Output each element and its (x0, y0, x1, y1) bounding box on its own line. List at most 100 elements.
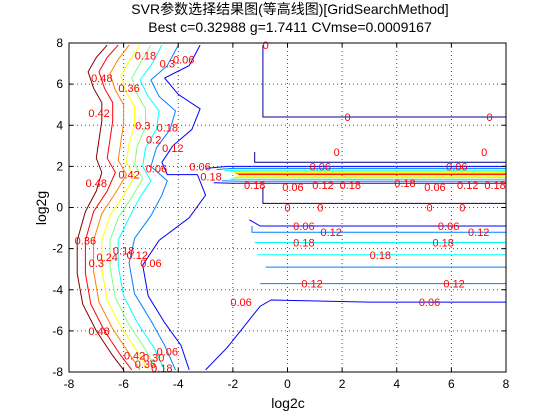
y-tick-label: 0 (56, 201, 63, 215)
contour-level-label: 0 (263, 40, 269, 52)
chart-title: SVR参数选择结果图(等高线图)[GridSearchMethod] (131, 1, 448, 17)
contour-level-label: 0.42 (118, 170, 139, 182)
x-tick-label: 4 (393, 377, 400, 391)
contour-level-label: 0.48 (91, 73, 112, 85)
contour-level-label: 0.48 (88, 326, 109, 338)
contour-level-label: 0 (284, 203, 290, 215)
contour-level-label: 0.12 (457, 180, 478, 192)
contour-level-label: 0.36 (118, 83, 139, 95)
contour-line (142, 44, 207, 371)
contour-level-label: 0.42 (88, 108, 109, 120)
y-tick-label: 2 (56, 159, 63, 173)
contour-line (216, 167, 506, 170)
contour-level-label: 0.3 (135, 120, 150, 132)
contour-level-label: 0.18 (151, 363, 172, 375)
contour-level-label: 0.18 (135, 50, 156, 62)
contour-level-label: 0.06 (230, 297, 251, 309)
contour-level-label: 0.18 (200, 172, 221, 184)
contour-level-label: 0.06 (438, 221, 459, 233)
contour-level-label: 0.18 (244, 180, 265, 192)
contour-level-label: 0.18 (113, 246, 134, 258)
y-axis-label: log2g (33, 191, 49, 225)
contour-line (109, 44, 157, 371)
y-tick-label: -4 (52, 283, 63, 297)
contour-level-label: 0 (481, 147, 487, 159)
x-tick-label: -4 (173, 377, 184, 391)
contour-level-label: 0.18 (293, 237, 314, 249)
contour-line (117, 44, 166, 371)
contour-level-label: 0.12 (127, 250, 148, 262)
contour-level-label: 0.06 (310, 161, 331, 173)
contour-level-label: 0.36 (135, 359, 156, 371)
contour-level-label: 0 (487, 112, 493, 124)
y-axis-ticks: -8 -6 -4 -2 0 2 4 6 8 (52, 36, 506, 379)
contour-level-label: 0.06 (282, 182, 303, 194)
contour-level-label: 0.12 (162, 143, 183, 155)
contour-level-label: 0.3 (89, 258, 104, 270)
y-tick-label: 6 (56, 77, 63, 91)
contour-level-label: 0.06 (140, 258, 161, 270)
contour-line (262, 45, 506, 118)
y-tick-label: 4 (56, 118, 63, 132)
contour-level-label: 0.18 (394, 178, 415, 190)
contour-level-label: 0.18 (484, 180, 505, 192)
contour-line (76, 44, 124, 371)
contour-line (205, 165, 506, 169)
contour-labels: 0.480.420.360.30.18 0.060.30.20.180.120.0… (75, 40, 506, 375)
contour-level-label: 0 (345, 112, 351, 124)
contour-lines (76, 44, 506, 371)
contour-level-label: 0.06 (146, 163, 167, 175)
contour-line (262, 186, 506, 204)
contour-line (205, 299, 506, 371)
contour-level-label: 0.18 (432, 237, 453, 249)
contour-line (249, 219, 506, 227)
x-tick-label: 2 (339, 377, 346, 391)
contour-level-label: 0.06 (157, 346, 178, 358)
x-tick-label: 6 (448, 377, 455, 391)
contour-level-label: 0.18 (370, 250, 391, 262)
contour-level-label: 0.06 (419, 297, 440, 309)
contour-level-label: 0.12 (320, 227, 341, 239)
contour-level-label: 0.06 (424, 182, 445, 194)
contour-line (93, 44, 141, 371)
contour-level-label: 0.06 (189, 161, 210, 173)
x-tick-label: -6 (118, 377, 129, 391)
contour-level-label: 0.24 (97, 252, 118, 264)
contour-level-label: 0.3 (160, 59, 175, 71)
contour-level-label: 0.12 (468, 227, 489, 239)
contour-line (128, 44, 179, 371)
chart-subtitle: Best c=0.32988 g=1.7411 CVmse=0.0009167 (148, 19, 432, 35)
contour-level-label: 0.30 (143, 353, 164, 365)
contour-level-label: 0.18 (157, 122, 178, 134)
contour-line (101, 44, 149, 371)
contour-level-label: 0.06 (446, 161, 467, 173)
contour-level-label: 0.18 (340, 180, 361, 192)
x-tick-label: 0 (284, 377, 291, 391)
contour-level-label: 0 (426, 203, 432, 215)
contour-line (254, 152, 506, 163)
contour-level-label: 0.12 (301, 279, 322, 291)
x-tick-label: 8 (503, 377, 510, 391)
y-tick-label: -6 (52, 324, 63, 338)
contour-level-label: 0.42 (124, 351, 145, 363)
contour-line (84, 44, 133, 371)
contour-level-label: 0 (334, 147, 340, 159)
contour-level-label: 0.48 (86, 178, 107, 190)
x-tick-label: -2 (228, 377, 239, 391)
y-tick-label: -2 (52, 242, 63, 256)
y-tick-label: 8 (56, 36, 63, 50)
x-tick-label: -8 (64, 377, 75, 391)
contour-level-label: 0 (459, 203, 465, 215)
contour-level-label: 0.06 (173, 54, 194, 66)
y-tick-label: -8 (52, 365, 63, 379)
x-axis-label: log2c (271, 395, 304, 411)
contour-level-label: 0.12 (312, 180, 333, 192)
contour-level-label: 0.12 (443, 279, 464, 291)
contour-line (251, 226, 506, 233)
x-axis-ticks: -8 -6 -4 -2 0 2 4 6 8 (64, 43, 510, 391)
contour-level-label: 0.36 (75, 235, 96, 247)
contour-level-label: 0.2 (146, 135, 161, 147)
contour-level-label: 0 (317, 203, 323, 215)
contour-level-label: 0.06 (293, 221, 314, 233)
